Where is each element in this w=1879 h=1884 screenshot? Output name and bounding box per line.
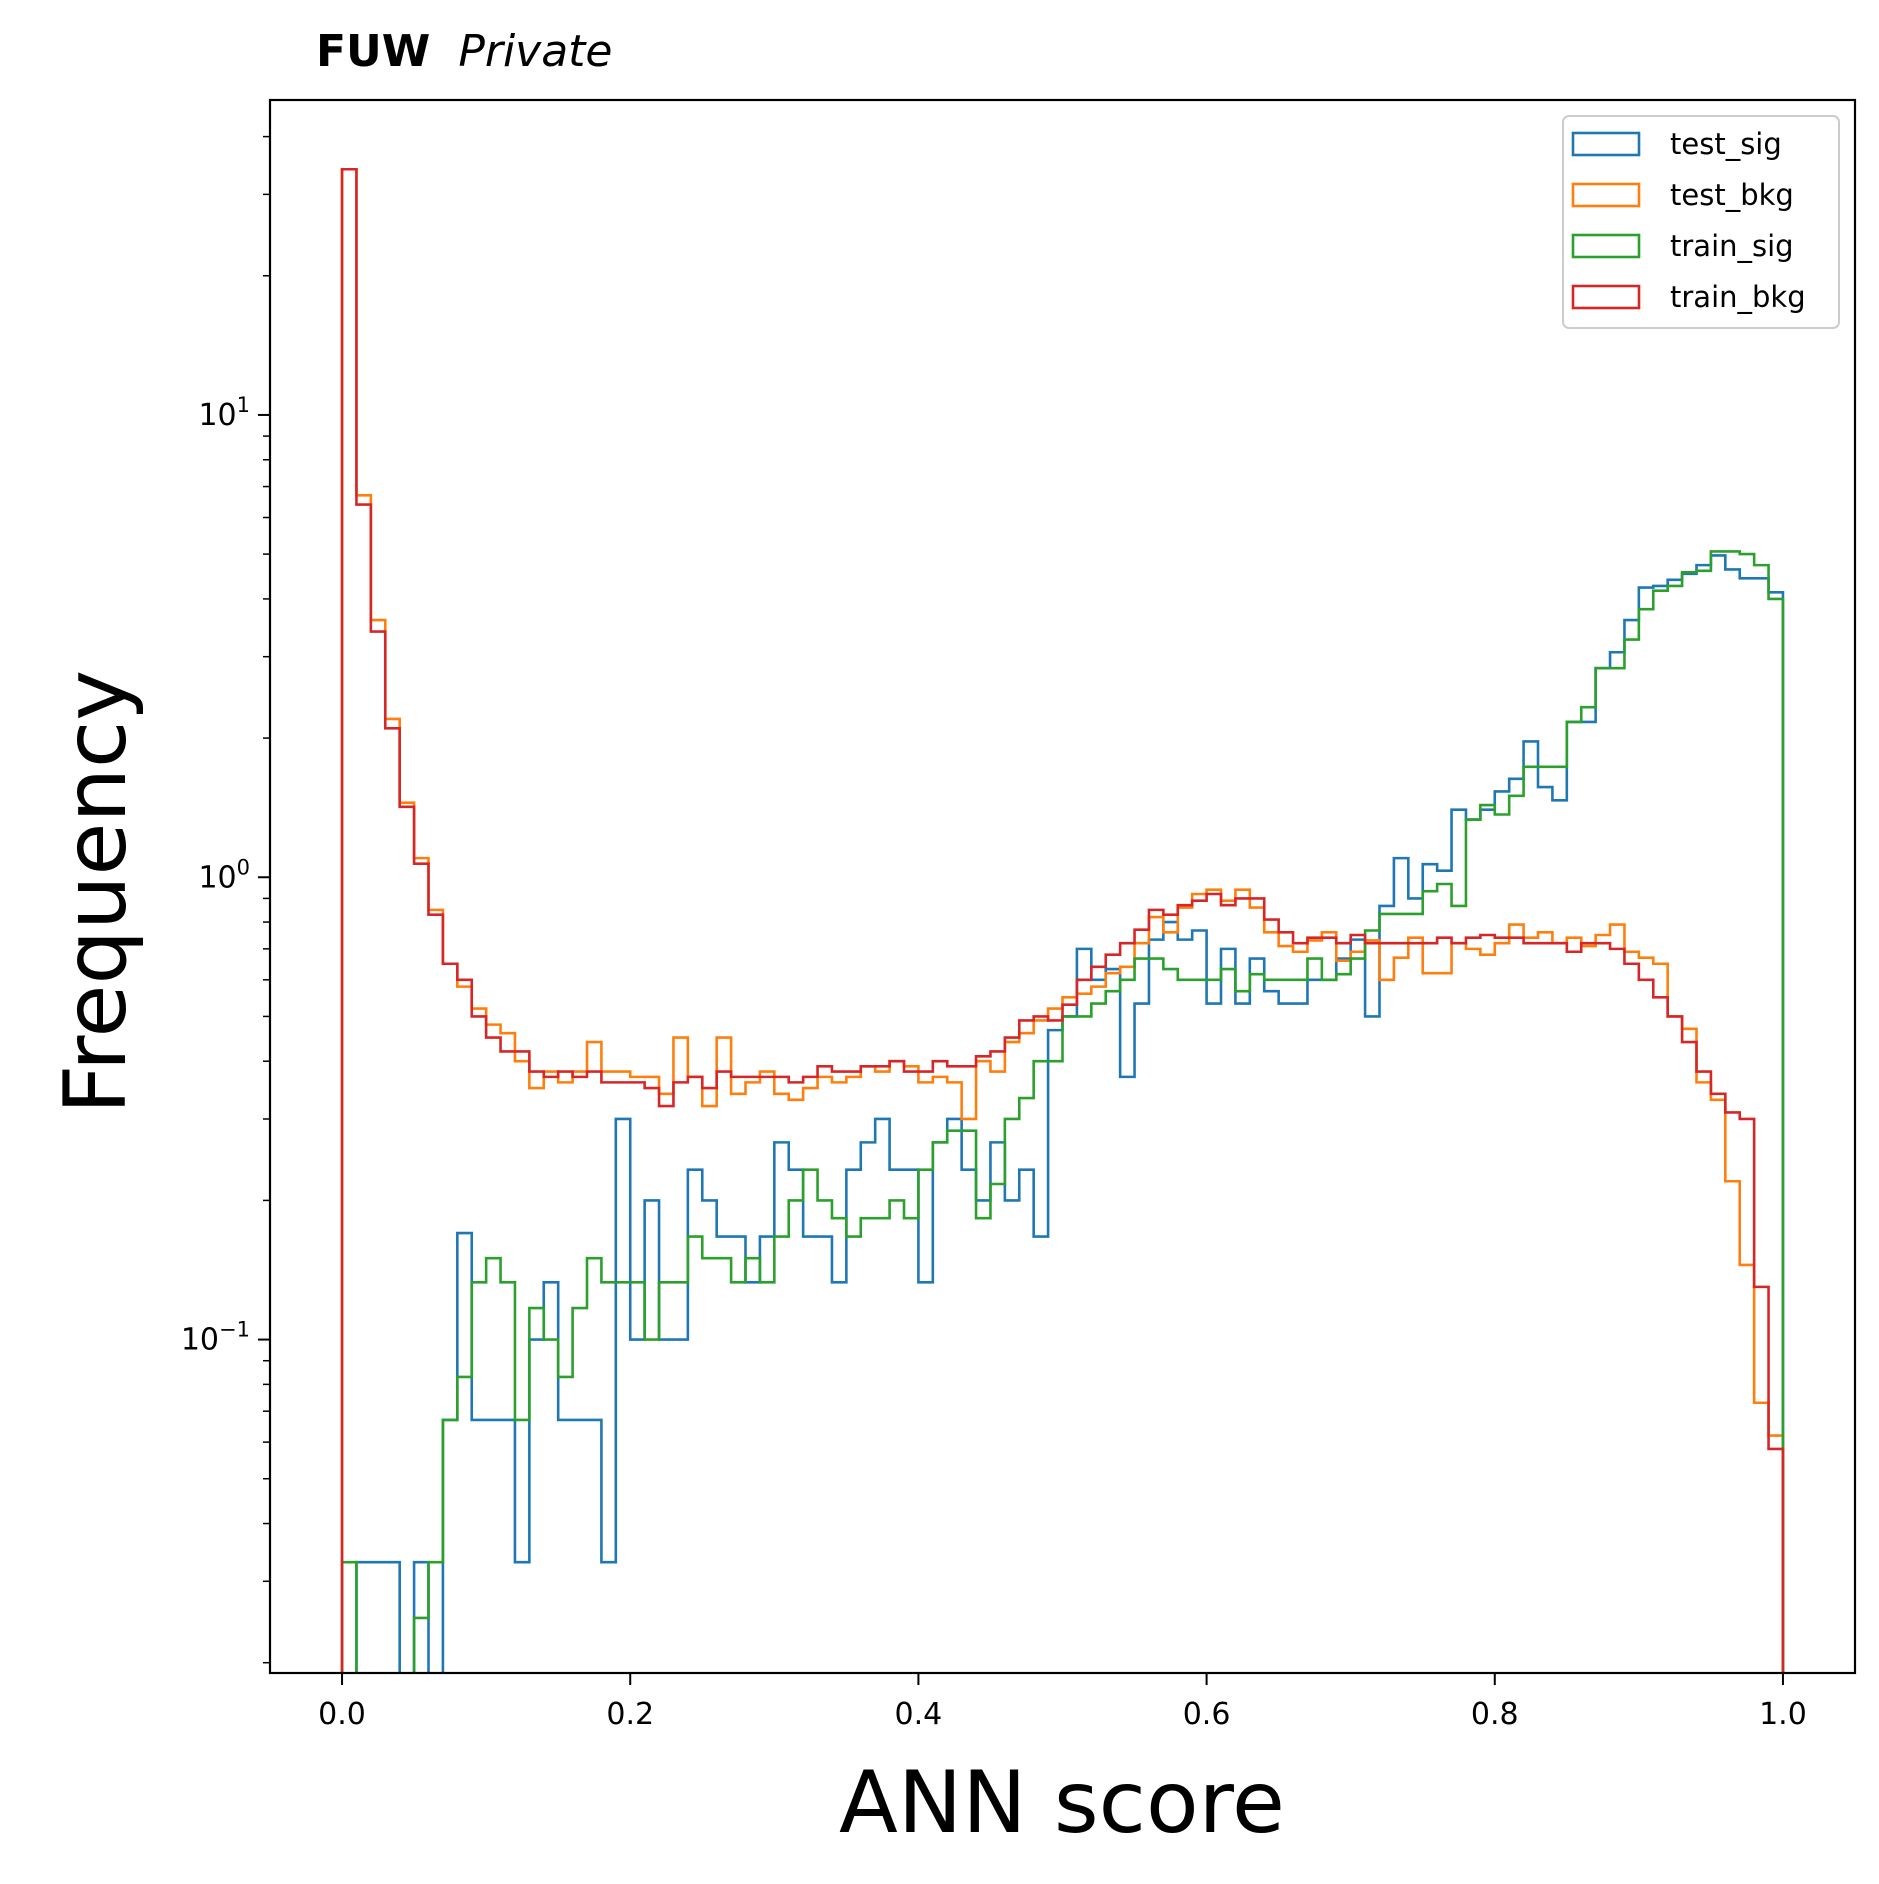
y-tick-label: 101 [198,393,250,433]
x-tick-label: 0.8 [1471,1697,1519,1732]
legend-box [1562,115,1840,329]
x-tick-label: 0.0 [318,1697,366,1732]
y-tick-label: 10−1 [181,1318,250,1358]
legend-label-train-bkg: train_bkg [1670,280,1806,314]
y-axis: 101 100 10−1 [181,135,270,1664]
legend-swatch-test-bkg [1571,182,1641,208]
series-train-bkg [340,167,1785,1673]
plot-frame [268,98,1857,1675]
y-axis-label: Frequency [46,670,146,1114]
x-tick-label: 0.6 [1183,1697,1231,1732]
legend-swatch-test-sig [1571,131,1641,157]
x-axis: 0.0 0.2 0.4 0.6 0.8 1.0 [318,1673,1807,1732]
series-layer [340,167,1785,1673]
legend-swatch-train-bkg [1571,284,1641,310]
x-tick-label: 0.2 [606,1697,654,1732]
y-tick-label: 100 [198,855,250,895]
series-train-sig [340,550,1785,1673]
legend-label-test-bkg: test_bkg [1670,178,1794,212]
chart-brand-header: FUW Private [316,26,613,77]
brand-label: FUW [316,26,430,77]
x-axis-label: ANN score [839,1753,1285,1853]
legend-label-train-sig: train_sig [1670,229,1794,263]
x-tick-label: 1.0 [1759,1697,1807,1732]
legend: test_sig test_bkg train_sig train_bkg [1562,115,1840,329]
x-tick-label: 0.4 [895,1697,943,1732]
legend-label-test-sig: test_sig [1670,127,1782,161]
series-test-sig [355,554,1785,1673]
private-label: Private [458,26,612,77]
legend-swatch-train-sig [1571,233,1641,259]
